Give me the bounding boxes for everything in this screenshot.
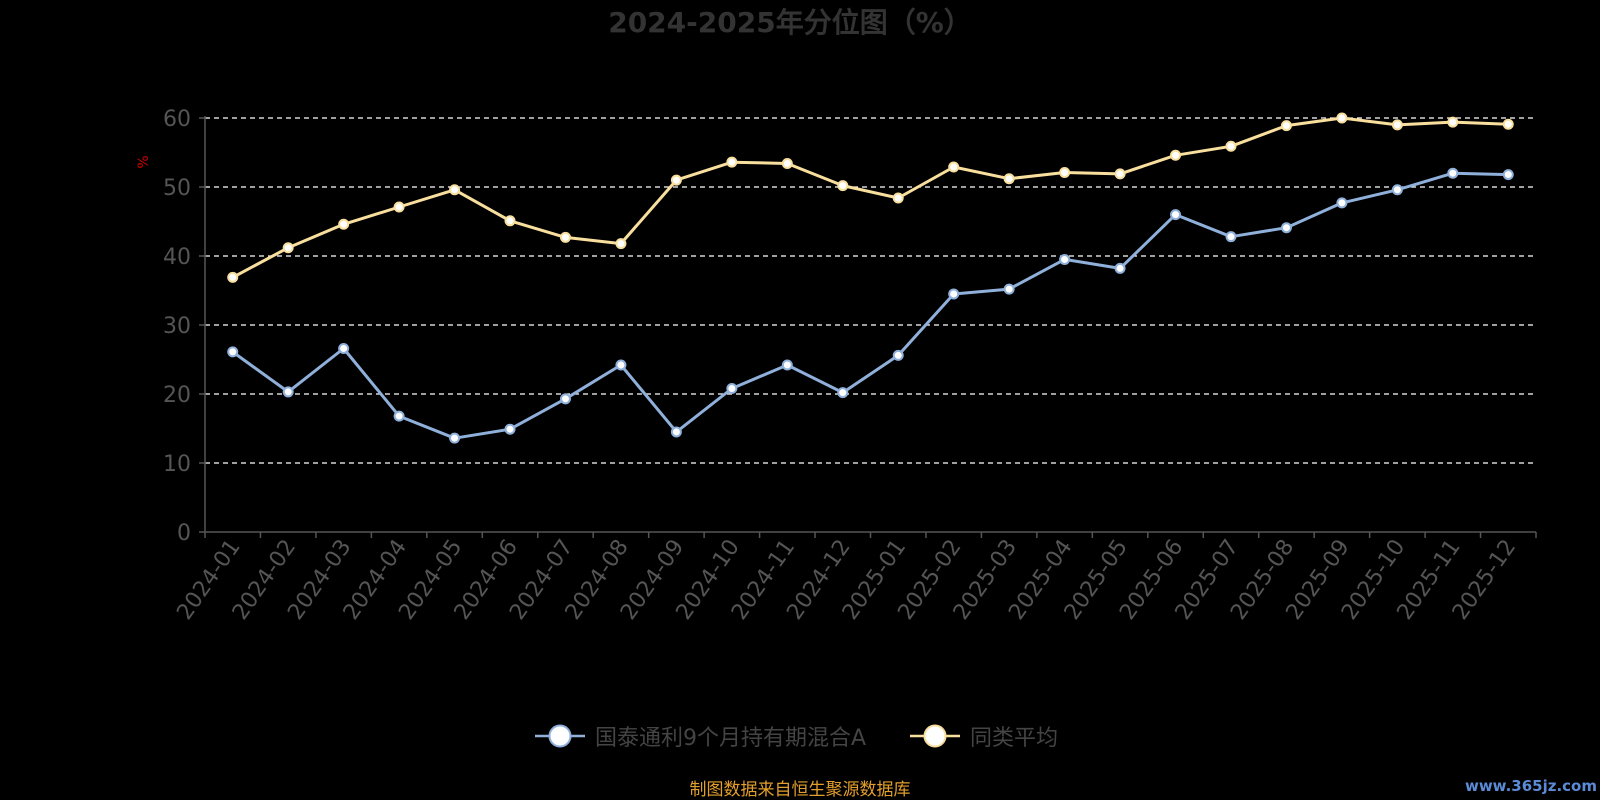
data-point[interactable] [1003,283,1015,295]
legend-label-series-1: 国泰通利9个月持有期混合A [595,726,866,751]
data-point[interactable] [1225,140,1237,152]
data-point[interactable] [1059,167,1071,179]
series-1 [227,167,1514,444]
legend-marker-series-2 [923,724,947,748]
data-point[interactable] [726,382,738,394]
data-point[interactable] [948,161,960,173]
y-tick-label: 40 [163,245,191,270]
data-point[interactable] [504,215,516,227]
legend-item-series-1[interactable]: 国泰通利9个月持有期混合A [535,724,866,752]
data-point[interactable] [227,271,239,283]
data-point[interactable] [1059,253,1071,265]
legend-item-series-2[interactable]: 同类平均 [910,724,1058,752]
data-point[interactable] [1391,119,1403,131]
y-tick-label: 60 [163,107,191,132]
y-tick-label: 0 [177,521,191,546]
data-point[interactable] [892,349,904,361]
data-point[interactable] [1225,231,1237,243]
data-point[interactable] [1170,209,1182,221]
legend-marker-series-1 [548,724,572,748]
data-point[interactable] [1114,168,1126,180]
data-point[interactable] [559,393,571,405]
data-point[interactable] [615,238,627,250]
legend-label-series-2: 同类平均 [970,726,1058,751]
legend: 国泰通利9个月持有期混合A 同类平均 [535,724,1058,752]
data-point[interactable] [670,174,682,186]
y-axis-label: % [136,155,152,168]
series-group [227,112,1514,444]
series-line-1 [231,171,1510,440]
series-2 [227,112,1514,283]
data-point[interactable] [282,386,294,398]
data-point[interactable] [1280,222,1292,234]
y-tick-label: 30 [163,314,191,339]
chart-title: 2024-2025年分位图（%） [608,6,972,39]
y-tick-label: 20 [163,383,191,408]
data-point[interactable] [1502,169,1514,181]
watermark: www.365jz.com [1465,777,1597,795]
data-point[interactable] [1114,262,1126,274]
data-point[interactable] [1280,120,1292,132]
data-point[interactable] [449,432,461,444]
data-point[interactable] [781,359,793,371]
data-point[interactable] [948,288,960,300]
data-point[interactable] [837,180,849,192]
data-point[interactable] [1170,149,1182,161]
data-point[interactable] [1502,118,1514,130]
y-tick-label: 50 [163,176,191,201]
data-point[interactable] [781,158,793,170]
data-point[interactable] [227,346,239,358]
data-point[interactable] [1336,197,1348,209]
series-line-2 [231,116,1510,279]
data-point[interactable] [559,231,571,243]
source-note: 制图数据来自恒生聚源数据库 [690,780,911,800]
data-point[interactable] [1447,116,1459,128]
y-tick-label: 10 [163,452,191,477]
data-point[interactable] [393,201,405,213]
grid-lines [205,117,1536,464]
data-point[interactable] [892,192,904,204]
data-point[interactable] [449,184,461,196]
data-point[interactable] [670,426,682,438]
data-point[interactable] [1003,173,1015,185]
data-point[interactable] [338,218,350,230]
data-point[interactable] [338,342,350,354]
y-axis-ticks: 0 10 20 30 40 50 60 [163,107,205,546]
data-point[interactable] [1391,184,1403,196]
data-point[interactable] [1336,112,1348,124]
data-point[interactable] [282,242,294,254]
data-point[interactable] [726,156,738,168]
data-point[interactable] [1447,167,1459,179]
data-point[interactable] [393,410,405,422]
data-point[interactable] [504,423,516,435]
data-point[interactable] [837,387,849,399]
data-point[interactable] [615,359,627,371]
